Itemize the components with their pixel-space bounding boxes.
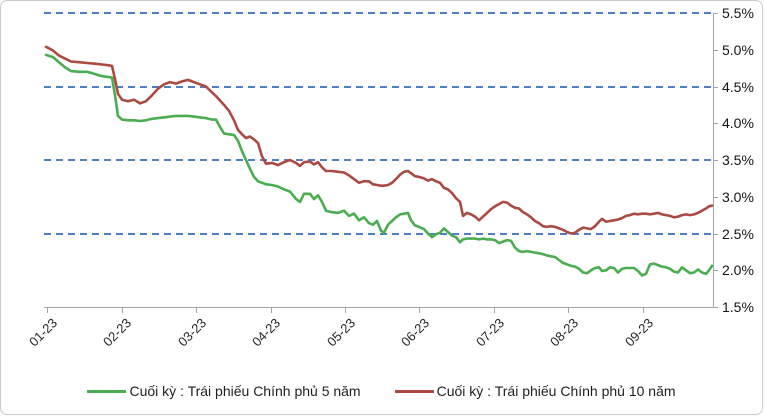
x-tick	[344, 308, 346, 313]
x-axis-label: 02-23	[100, 315, 135, 350]
x-axis-label: 01-23	[25, 315, 60, 350]
y-axis-label: 3.0%	[722, 188, 754, 205]
y-tick	[713, 160, 718, 161]
x-tick	[46, 308, 48, 313]
gridline	[44, 85, 713, 88]
legend-marker-5y	[87, 389, 127, 393]
y-tick	[713, 13, 718, 14]
chart-legend: Cuối kỳ : Trái phiếu Chính phủ 5 năm Cuố…	[1, 379, 762, 403]
legend-label-5y: Cuối kỳ : Trái phiếu Chính phủ 5 năm	[129, 383, 361, 399]
x-axis-label: 09-23	[621, 315, 656, 350]
y-axis-label: 4.5%	[722, 78, 754, 95]
y-axis-label: 2.0%	[722, 262, 754, 279]
y-axis-label: 3.5%	[722, 152, 754, 168]
y-tick	[713, 123, 718, 125]
x-axis-label: 06-23	[398, 315, 433, 350]
gridline	[44, 159, 713, 161]
x-axis-label: 07-23	[472, 315, 507, 350]
y-axis-label: 5.5%	[722, 5, 754, 21]
legend-label-10y: Cuối kỳ : Trái phiếu Chính phủ 10 năm	[436, 383, 676, 399]
y-tick	[713, 196, 718, 198]
x-axis-label: 05-23	[323, 315, 358, 350]
x-axis-label: 03-23	[174, 315, 209, 350]
x-tick	[643, 308, 644, 313]
legend-item-10y: Cuối kỳ : Trái phiếu Chính phủ 10 năm	[394, 383, 676, 399]
gridline	[44, 232, 713, 235]
y-tick	[713, 49, 718, 51]
x-tick	[270, 308, 272, 313]
x-tick	[195, 308, 197, 313]
y-tick	[713, 270, 718, 272]
x-axis-label: 04-23	[249, 315, 284, 350]
y-tick	[713, 86, 718, 88]
series-10y-line	[44, 45, 714, 235]
legend-marker-10y	[394, 389, 434, 393]
legend-item-5y: Cuối kỳ : Trái phiếu Chính phủ 5 năm	[87, 383, 361, 399]
y-axis-label: 5.0%	[722, 41, 754, 58]
y-axis-label: 2.5%	[722, 225, 754, 242]
y-axis-label: 4.0%	[722, 115, 754, 132]
x-axis-label: 08-23	[547, 315, 582, 350]
x-tick	[568, 308, 570, 313]
x-tick	[494, 308, 496, 313]
x-tick	[121, 308, 123, 313]
x-tick	[419, 308, 421, 313]
gridline	[44, 12, 713, 14]
series-5y-line	[44, 53, 714, 277]
y-axis-label: 1.5%	[722, 299, 754, 315]
y-tick	[713, 233, 718, 235]
x-axis-line	[44, 307, 718, 308]
